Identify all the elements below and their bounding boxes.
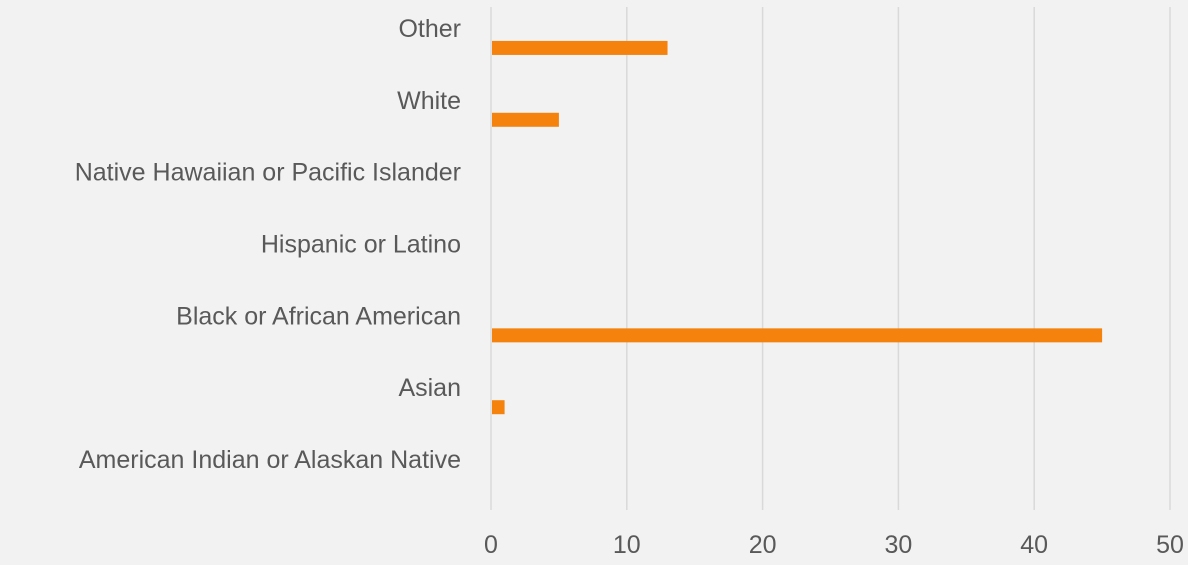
category-label: Native Hawaiian or Pacific Islander <box>75 159 461 187</box>
bar <box>492 112 559 127</box>
x-tick-labels: 0 10 20 30 40 50 <box>484 531 1184 559</box>
x-tick-label: 0 <box>484 531 498 559</box>
bar <box>492 40 668 55</box>
x-tick-label: 20 <box>749 531 777 559</box>
gridlines <box>490 7 1171 510</box>
x-tick-label: 50 <box>1156 531 1184 559</box>
x-tick-label: 40 <box>1020 531 1048 559</box>
category-label: Asian <box>398 374 461 402</box>
bar <box>492 400 505 415</box>
category-label: Hispanic or Latino <box>261 231 461 259</box>
category-label: White <box>397 87 461 115</box>
category-label: Other <box>398 15 461 43</box>
bars <box>492 40 1103 415</box>
category-label: Black or African American <box>176 302 461 330</box>
category-labels: American Indian or Alaskan Native Asian Bl… <box>75 15 461 474</box>
category-label: American Indian or Alaskan Native <box>79 446 461 474</box>
bar <box>492 328 1103 343</box>
x-tick-label: 10 <box>613 531 641 559</box>
x-tick-label: 30 <box>884 531 912 559</box>
